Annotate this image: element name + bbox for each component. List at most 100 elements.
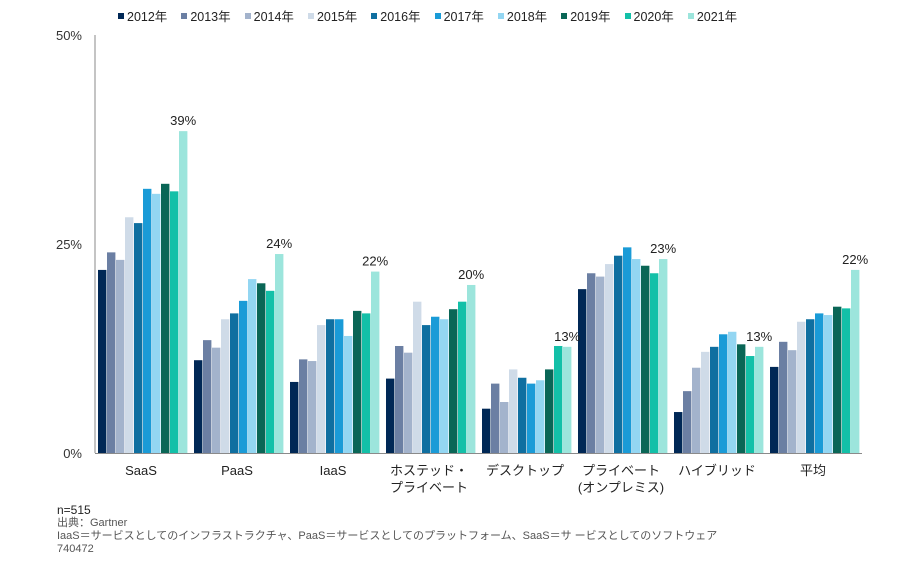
bar	[125, 217, 134, 453]
data-label: 13%	[746, 329, 772, 344]
bar	[335, 319, 344, 453]
bar	[509, 369, 518, 453]
bar	[221, 319, 230, 453]
definitions-note: IaaS＝サービスとしてのインフラストラクチャ、PaaS＝サービスとしてのプラッ…	[57, 530, 718, 542]
category-label: (オンプレミス)	[578, 480, 664, 495]
bar	[641, 265, 650, 453]
legend-swatch	[244, 12, 251, 19]
bar	[248, 279, 257, 453]
bar	[728, 331, 737, 453]
bar	[563, 346, 572, 453]
bar	[239, 300, 248, 453]
y-tick-label: 0%	[63, 446, 82, 461]
bar	[152, 193, 161, 453]
legend-label: 2016年	[380, 10, 421, 24]
bar	[308, 361, 317, 453]
y-tick-label: 25%	[56, 237, 82, 252]
legend-item: 2019年	[561, 6, 611, 25]
bar	[275, 254, 284, 453]
bar	[797, 321, 806, 453]
legend-item: 2020年	[624, 6, 674, 25]
bar	[353, 310, 362, 453]
bar	[362, 313, 371, 453]
legend-item: 2013年	[181, 6, 231, 25]
data-label: 39%	[170, 113, 196, 128]
legend-label: 2018年	[506, 10, 548, 24]
bar	[413, 301, 422, 453]
legend-item: 2014年	[244, 6, 294, 25]
legend-swatch	[181, 12, 188, 19]
bar	[605, 264, 614, 453]
bar	[692, 367, 701, 453]
bar	[449, 309, 458, 453]
chart-notes: n=515 出典：Gartner IaaS＝サービスとしてのインフラストラクチャ…	[57, 504, 717, 556]
bar	[290, 381, 299, 453]
bar	[212, 347, 221, 453]
legend-item: 2012年	[118, 6, 167, 25]
bar	[596, 276, 605, 453]
bar	[770, 366, 779, 453]
bar	[317, 325, 326, 453]
category-label: ハイブリッド	[678, 463, 756, 478]
legend-swatch	[561, 12, 568, 19]
category-label: ホステッド・	[390, 463, 468, 478]
bar	[710, 346, 719, 453]
category-label: PaaS	[221, 463, 253, 478]
bar	[467, 284, 476, 453]
category-label: 平均	[800, 463, 826, 478]
legend-swatch	[371, 12, 378, 19]
bar	[683, 391, 692, 453]
data-label: 24%	[266, 236, 292, 251]
bar	[500, 402, 509, 453]
bar-chart: 0% 25% 50% 39% 24% 22% 20% 13% 23% 13% 22% SaaS Pa…	[56, 28, 869, 495]
data-label: 22%	[362, 254, 388, 269]
source-note: 出典：Gartner	[57, 517, 128, 529]
bar	[395, 345, 404, 453]
bar	[134, 223, 143, 453]
bar	[536, 380, 545, 453]
bar	[431, 316, 440, 453]
bars	[98, 131, 860, 454]
bar	[824, 315, 833, 453]
legend-swatch	[307, 12, 314, 19]
bar	[371, 271, 380, 453]
bar	[179, 131, 188, 453]
bar	[257, 283, 266, 453]
bar	[623, 247, 632, 453]
legend-item: 2018年	[497, 6, 548, 25]
bar	[386, 378, 395, 453]
legend-label: 2012年	[127, 10, 168, 24]
bar	[779, 341, 788, 453]
bar	[755, 346, 764, 453]
bar	[632, 259, 641, 453]
bar	[674, 412, 683, 453]
bar	[344, 335, 353, 453]
bar	[545, 369, 554, 453]
bar	[842, 308, 851, 453]
legend-label: 2021年	[696, 10, 738, 24]
bar	[788, 350, 797, 453]
bar	[806, 319, 815, 453]
legend-item: 2016年	[371, 6, 421, 25]
bar	[107, 252, 116, 453]
bar	[326, 319, 335, 453]
legend-item: 2015年	[307, 6, 357, 25]
bar	[161, 183, 170, 454]
bar	[230, 313, 239, 453]
bar	[116, 259, 125, 453]
legend-swatch	[434, 12, 441, 19]
bar	[482, 408, 491, 453]
legend-label: 2020年	[633, 10, 674, 24]
bar	[851, 269, 860, 453]
category-label: IaaS	[320, 463, 347, 478]
data-label: 22%	[842, 252, 868, 267]
y-axis: 0% 25% 50%	[56, 28, 862, 461]
bar	[518, 377, 527, 453]
bar	[527, 383, 536, 453]
legend-label: 2019年	[570, 10, 611, 24]
legend-item: 2021年	[687, 6, 738, 25]
category-label: プライベート	[390, 480, 468, 495]
bar	[701, 351, 710, 453]
category-label: SaaS	[125, 463, 157, 478]
